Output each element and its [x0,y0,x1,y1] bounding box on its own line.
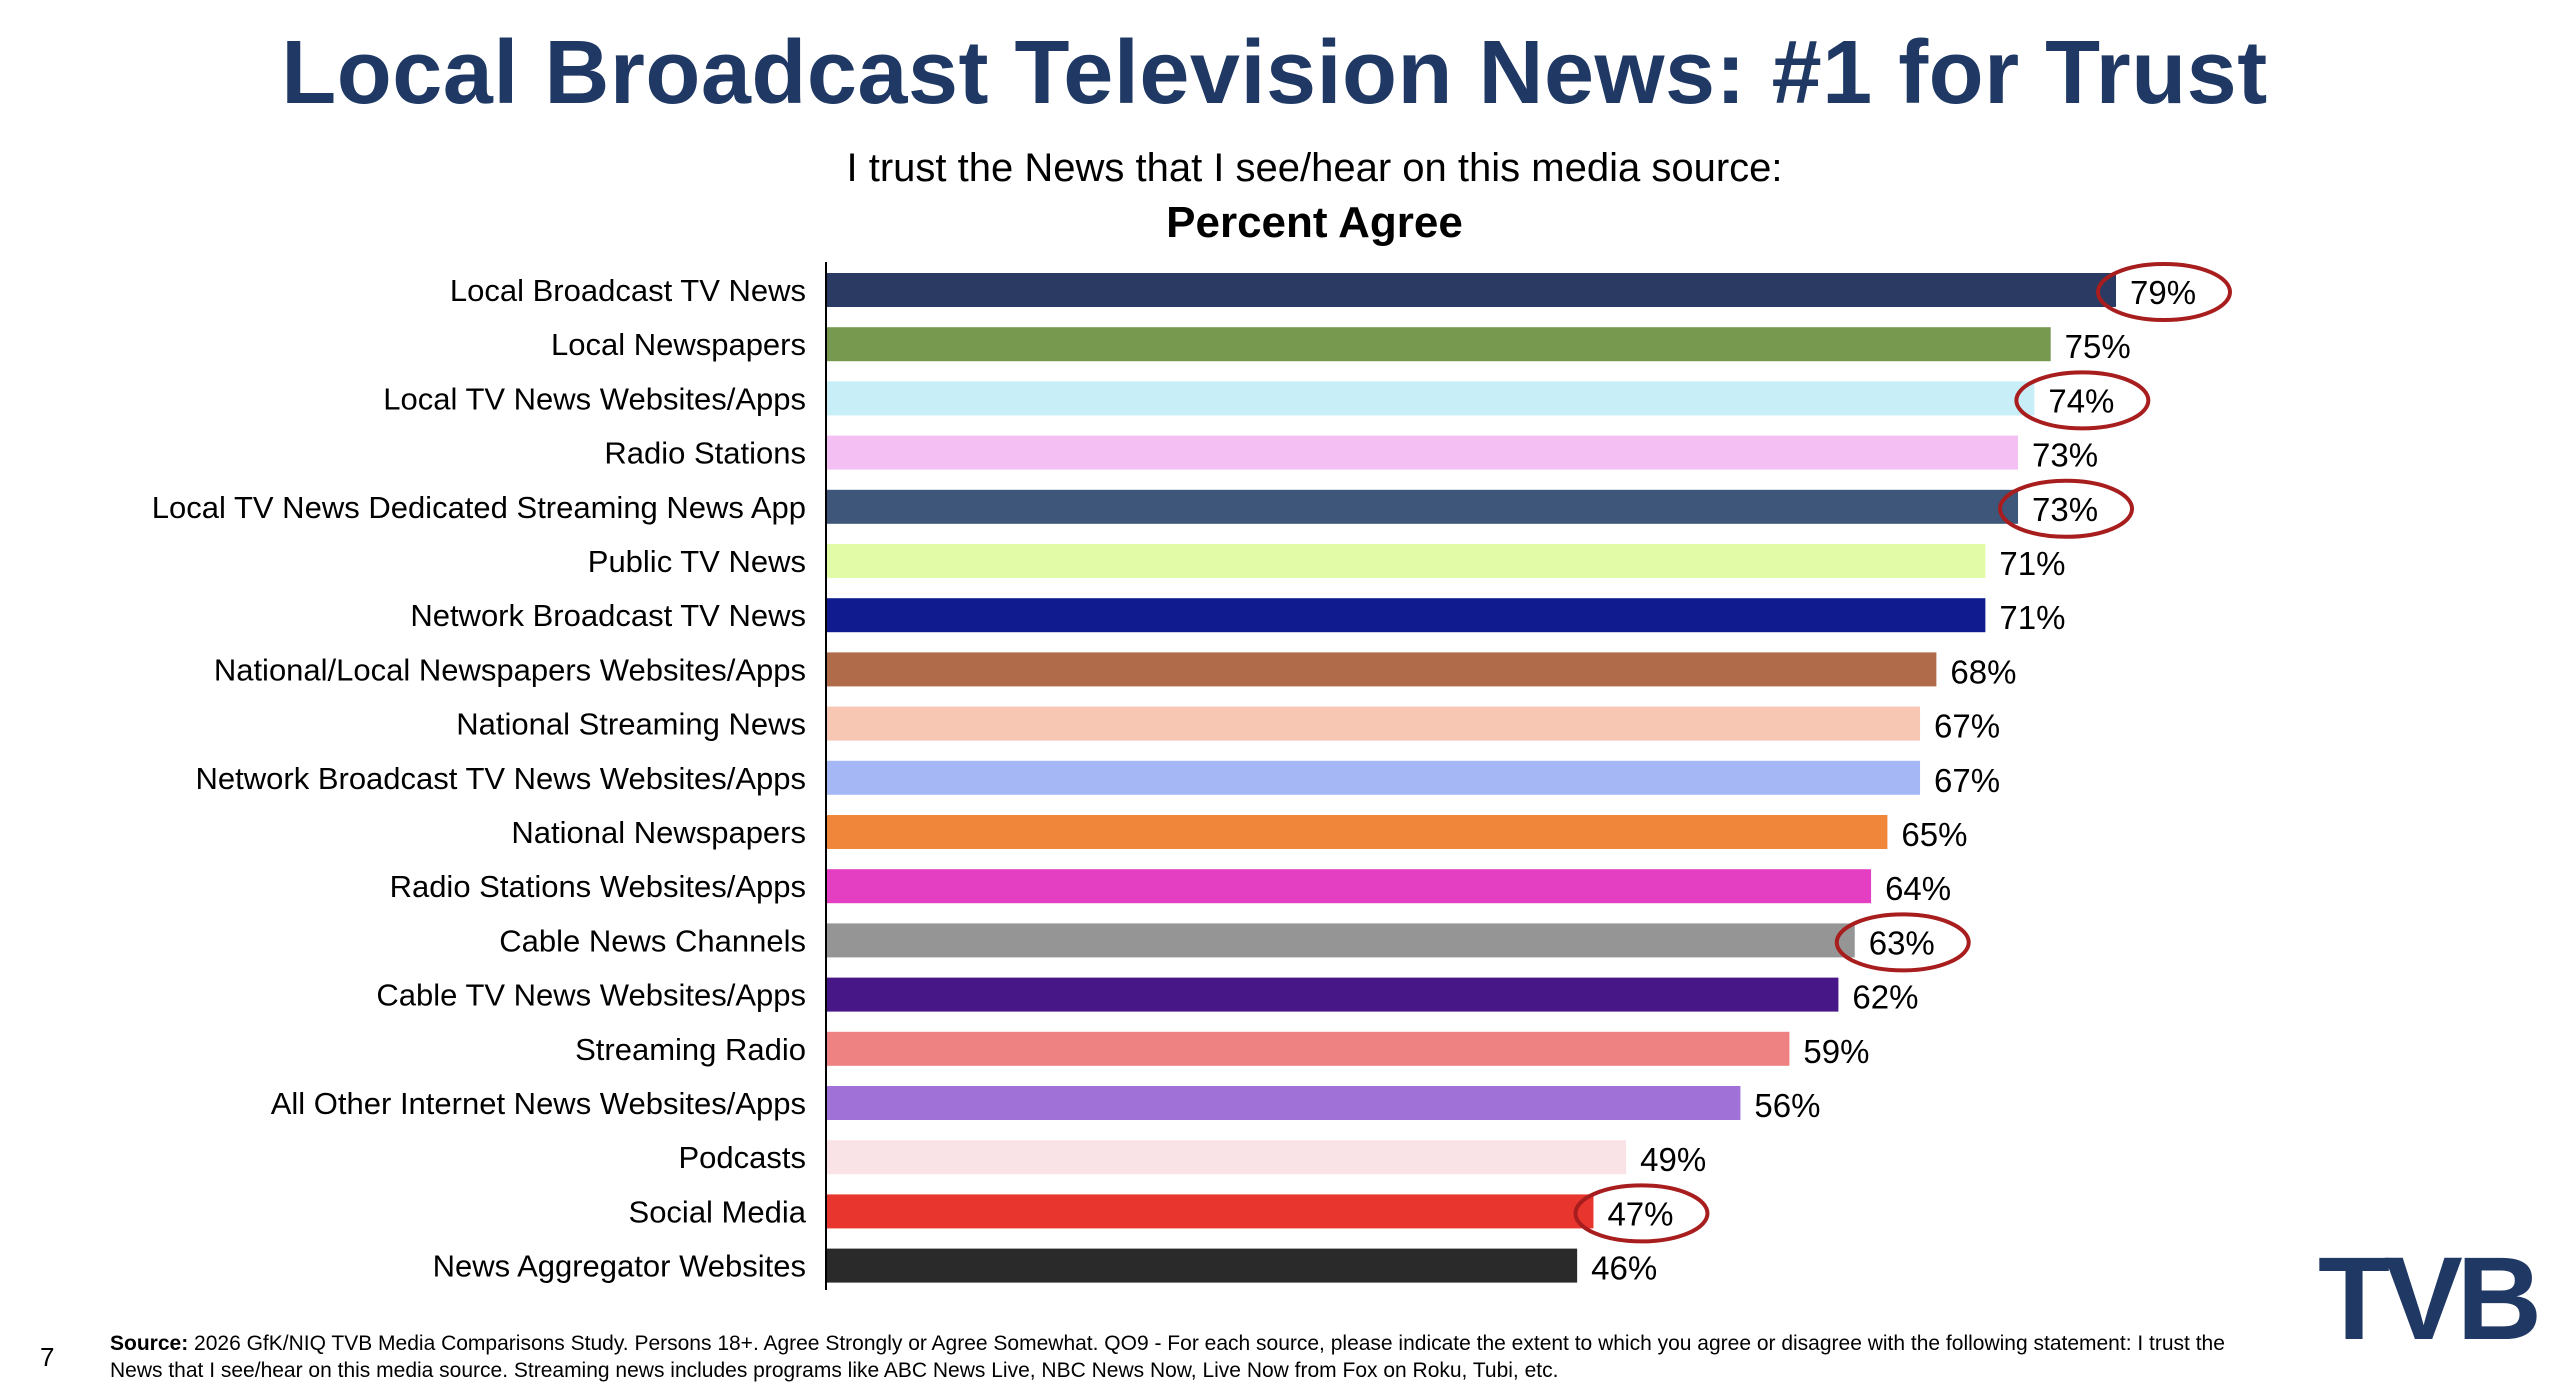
value-label: 62% [1852,979,1918,1016]
value-label: 79% [2130,274,2196,311]
category-label: Radio Stations [604,436,806,471]
source-text: 2026 GfK/NIQ TVB Media Comparisons Study… [110,1332,2225,1382]
bar-14 [826,1031,1790,1066]
value-label: 67% [1934,708,2000,745]
category-label: Network Broadcast TV News Websites/Apps [196,761,806,796]
category-label: News Aggregator Websites [433,1249,806,1284]
category-label: Local Newspapers [551,327,806,362]
bar-chart: Local Broadcast TV News 79% Local Newspape… [152,262,2232,1290]
highlight-circle [1834,912,1971,973]
bar-11 [826,869,1872,904]
value-label: 59% [1803,1033,1869,1070]
category-label: Cable TV News Websites/Apps [376,978,806,1013]
highlight-circle [1998,478,2135,539]
bar-4 [826,489,2019,524]
category-label: Radio Stations Websites/Apps [390,869,806,904]
page-title: Local Broadcast Television News: #1 for … [281,23,2268,123]
category-label: National Newspapers [511,815,806,850]
value-label: 73% [2032,437,2098,474]
bar-0 [826,273,2116,307]
category-label: Public TV News [588,544,806,579]
value-label: 47% [1607,1195,1673,1232]
value-label: 67% [1934,762,2000,799]
category-label: National Streaming News [456,707,806,742]
bar-16 [826,1140,1627,1175]
category-label: Podcasts [678,1140,806,1175]
category-label: National/Local Newspapers Websites/Apps [214,652,806,687]
value-label: 56% [1754,1087,1820,1124]
value-label: 68% [1950,653,2016,690]
value-label: 71% [1999,545,2065,582]
category-label: Cable News Channels [499,923,806,958]
bar-5 [826,544,1986,578]
value-label: 71% [1999,599,2065,636]
chart-title: Percent Agree [1166,198,1463,247]
bar-9 [826,760,1921,795]
bar-7 [826,652,1937,687]
highlight-circle [1573,1183,1710,1244]
value-label: 73% [2032,491,2098,528]
value-label: 46% [1591,1250,1657,1287]
highlight-circle [2096,262,2232,322]
source-note: Source: 2026 GfK/NIQ TVB Media Compariso… [110,1330,2260,1384]
value-label: 74% [2048,382,2114,419]
bar-18 [826,1248,1578,1283]
category-label: Network Broadcast TV News [410,598,806,633]
category-label: All Other Internet News Websites/Apps [271,1086,806,1121]
highlight-circle [2014,370,2151,431]
bar-6 [826,598,1986,633]
chart-subtitle: I trust the News that I see/hear on this… [846,146,1783,190]
value-label: 75% [2065,328,2131,365]
bar-12 [826,923,1855,958]
category-label: Local TV News Dedicated Streaming News A… [152,490,806,525]
value-label: 63% [1869,924,1935,961]
category-label: Local Broadcast TV News [450,273,806,308]
category-label: Streaming Radio [575,1032,806,1067]
tvb-logo: TVB [2318,1233,2542,1365]
page-number: 7 [40,1342,55,1372]
value-label: 65% [1901,816,1967,853]
value-label: 64% [1885,870,1951,907]
bar-3 [826,435,2019,470]
bar-2 [826,381,2035,416]
bar-1 [826,327,2051,362]
bar-8 [826,706,1921,741]
category-label: Social Media [629,1194,807,1229]
bar-13 [826,977,1839,1012]
bar-10 [826,815,1888,849]
value-label: 49% [1640,1141,1706,1178]
bar-17 [826,1194,1594,1229]
category-label: Local TV News Websites/Apps [383,381,806,416]
source-label: Source: [110,1332,189,1355]
bar-15 [826,1086,1741,1120]
